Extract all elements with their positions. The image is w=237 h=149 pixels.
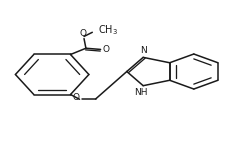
Text: O: O xyxy=(72,93,79,102)
Text: O: O xyxy=(102,45,109,54)
Text: NH: NH xyxy=(134,88,148,97)
Text: CH$_3$: CH$_3$ xyxy=(98,23,118,37)
Text: N: N xyxy=(140,46,146,55)
Text: O: O xyxy=(79,29,86,38)
